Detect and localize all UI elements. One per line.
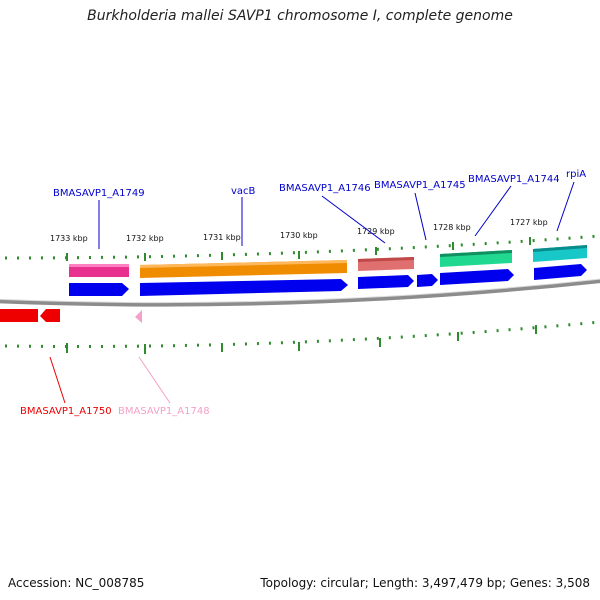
gene-bar-a1749[interactable] xyxy=(69,264,129,277)
gene-arrow-a1750[interactable] xyxy=(0,309,38,322)
leader-a1745 xyxy=(414,192,427,241)
leader-rpiA xyxy=(556,181,575,232)
tick-label: 1729 kbp xyxy=(357,227,395,236)
leader-a1744 xyxy=(474,185,512,237)
gene-bar-a1744-shine xyxy=(440,250,512,257)
lower-tick-ruler xyxy=(4,320,600,348)
cds-arrow[interactable] xyxy=(417,274,438,287)
gene-label-rpiA[interactable]: rpiA xyxy=(566,169,586,180)
gene-bar-rpiA-shine xyxy=(533,245,587,252)
chromosome-backbone xyxy=(0,279,600,307)
gene-arrow-a1748[interactable] xyxy=(135,310,142,323)
gene-label-a1748[interactable]: BMASAVP1_A1748 xyxy=(118,406,210,417)
cds-arrow[interactable] xyxy=(440,269,514,285)
chromosome-backbone-highlight xyxy=(0,278,600,304)
label-leaders xyxy=(49,181,575,404)
major-ticks-lower xyxy=(66,325,537,354)
leader-a1746 xyxy=(321,195,386,244)
tick-label: 1730 kbp xyxy=(280,231,318,240)
gene-label-vacB[interactable]: vacB xyxy=(231,186,256,197)
tick-label: 1731 kbp xyxy=(203,233,241,242)
accession-text: Accession: NC_008785 xyxy=(8,576,145,590)
map-title: Burkholderia mallei SAVP1 chromosome I, … xyxy=(87,8,513,24)
leader-a1748 xyxy=(138,356,171,404)
tick-label: 1733 kbp xyxy=(50,234,88,243)
gene-label-a1746[interactable]: BMASAVP1_A1746 xyxy=(279,183,371,194)
tick-label: 1732 kbp xyxy=(126,234,164,243)
cds-arrow[interactable] xyxy=(69,283,129,296)
gene-arrow-a1750-tip[interactable] xyxy=(40,309,60,322)
gene-label-a1750[interactable]: BMASAVP1_A1750 xyxy=(20,406,112,417)
gene-bar-a1746-shine xyxy=(358,257,414,262)
cds-arrow[interactable] xyxy=(358,275,414,289)
tick-label: 1728 kbp xyxy=(433,223,471,232)
gene-label-a1749[interactable]: BMASAVP1_A1749 xyxy=(53,188,145,199)
major-ticks-upper xyxy=(66,237,531,261)
gene-bar-vacB-shine xyxy=(140,260,347,268)
genome-summary-text: Topology: circular; Length: 3,497,479 bp… xyxy=(260,576,590,590)
gene-label-a1745[interactable]: BMASAVP1_A1745 xyxy=(374,180,466,191)
cds-arrow[interactable] xyxy=(140,279,348,296)
tick-label: 1727 kbp xyxy=(510,218,548,227)
gene-label-a1744[interactable]: BMASAVP1_A1744 xyxy=(468,174,560,185)
leader-a1750 xyxy=(49,356,66,404)
cds-arrows xyxy=(69,264,587,296)
cds-arrow[interactable] xyxy=(534,264,587,280)
gene-bar-a1749-shine xyxy=(69,264,129,267)
